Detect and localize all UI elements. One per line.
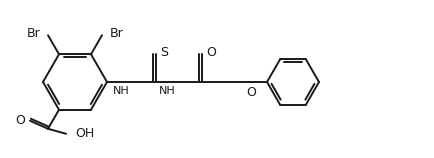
Text: NH: NH: [158, 86, 175, 96]
Text: Br: Br: [26, 27, 40, 40]
Text: OH: OH: [75, 127, 94, 140]
Text: Br: Br: [110, 27, 124, 40]
Text: NH: NH: [113, 86, 129, 96]
Text: O: O: [246, 85, 256, 98]
Text: S: S: [160, 46, 168, 58]
Text: O: O: [15, 114, 25, 127]
Text: O: O: [206, 46, 216, 58]
